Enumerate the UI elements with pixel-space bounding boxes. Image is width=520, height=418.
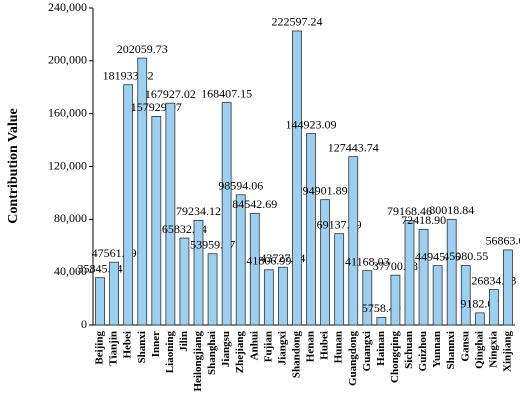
x-tick-label: Shannxi <box>445 331 457 370</box>
x-tick-label: Hubei <box>319 331 331 360</box>
x-tick-label: Guizhou <box>417 331 429 371</box>
bar <box>179 237 190 326</box>
x-tick-label: Beijing <box>94 331 106 365</box>
data-label: 79168.46 <box>387 204 432 218</box>
x-tick-label: Ningxia <box>487 331 499 368</box>
data-label: 84542.69 <box>232 197 277 211</box>
x-tick-label: Jiangsu <box>220 331 232 367</box>
x-tick-label: Shanghai <box>206 331 218 375</box>
y-tick-label: 160,000 <box>48 105 87 119</box>
x-tick-label: Jilin <box>178 331 190 352</box>
x-tick-label: Xinjiang <box>501 331 513 372</box>
bar <box>263 269 274 326</box>
y-tick-label: 40,000 <box>54 264 87 278</box>
data-label: 79234.12 <box>176 204 221 218</box>
bar <box>503 249 513 326</box>
data-label: 72418.90 <box>401 213 446 227</box>
x-tick-label: Yunnan <box>431 331 443 368</box>
data-label: 80018.84 <box>429 203 474 217</box>
data-label: 202059.73 <box>117 42 168 56</box>
x-tick-label: Hebei <box>122 331 134 359</box>
x-tick-label: Chongqing <box>389 331 401 383</box>
x-tick-label: Shandong <box>290 331 302 379</box>
bar <box>292 30 302 326</box>
bar <box>460 265 471 326</box>
x-tick-label: Gansu <box>459 331 471 362</box>
bar <box>404 220 415 326</box>
x-tick-label: Heilongjiang <box>192 331 204 392</box>
bar <box>165 102 176 326</box>
bar <box>390 274 401 326</box>
x-tick-label: Inner <box>150 331 162 357</box>
data-label: 94901.89 <box>303 183 348 197</box>
bar <box>418 228 429 326</box>
x-tick-label: Fujian <box>262 331 274 362</box>
bar <box>207 253 218 326</box>
y-tick-label: 200,000 <box>48 53 87 67</box>
bar <box>95 277 105 326</box>
bar <box>151 116 162 326</box>
bar <box>432 265 443 326</box>
x-tick-label: Zhejiang <box>234 331 246 374</box>
data-label: 45080.55 <box>443 249 488 263</box>
bar <box>193 219 204 326</box>
x-tick-label: Hunan <box>333 331 345 363</box>
bar <box>376 316 387 326</box>
bar <box>123 84 134 326</box>
data-label: 56863.07 <box>485 234 520 248</box>
y-tick-label: 0 <box>81 317 87 331</box>
bar <box>249 212 260 326</box>
x-tick-label: Guangxi <box>361 331 373 371</box>
data-label: 98594.06 <box>218 179 263 193</box>
data-label: 41168.03 <box>345 254 390 268</box>
x-tick-label: Anhui <box>248 331 260 360</box>
bar <box>137 57 148 326</box>
bar <box>221 102 232 326</box>
x-tick-label: Sichuan <box>403 331 415 369</box>
x-tick-label: Hainan <box>375 331 387 366</box>
x-tick-label: Qinghai <box>473 331 485 369</box>
x-tick-label: Shanxi <box>136 331 148 363</box>
y-tick-label: 80,000 <box>54 211 87 225</box>
x-tick-label: Jiangxi <box>276 331 288 365</box>
x-tick-label: Tianjin <box>108 331 120 366</box>
data-label: 41806.99 <box>246 254 291 268</box>
bar <box>362 270 373 326</box>
data-label: 167927.02 <box>145 87 196 101</box>
bar <box>320 199 331 326</box>
bar <box>277 266 288 326</box>
y-tick-label: 120,000 <box>48 158 87 172</box>
bar <box>334 233 345 326</box>
y-tick-label: 240,000 <box>48 0 87 14</box>
x-tick-label: Henan <box>305 331 317 362</box>
bar <box>348 156 359 326</box>
bar <box>306 133 316 326</box>
y-axis-label: Contribution Value <box>6 108 21 224</box>
bar <box>488 289 499 326</box>
data-label: 222597.24 <box>271 15 322 29</box>
data-label: 144923.09 <box>286 117 337 131</box>
bar <box>446 218 457 326</box>
bar <box>109 261 120 326</box>
bar <box>474 312 485 326</box>
x-tick-label: Guangdong <box>347 331 359 387</box>
data-label: 168407.15 <box>201 86 252 100</box>
data-label: 127443.74 <box>328 140 379 154</box>
bar <box>235 194 246 326</box>
x-tick-label: Liaoning <box>164 331 176 374</box>
